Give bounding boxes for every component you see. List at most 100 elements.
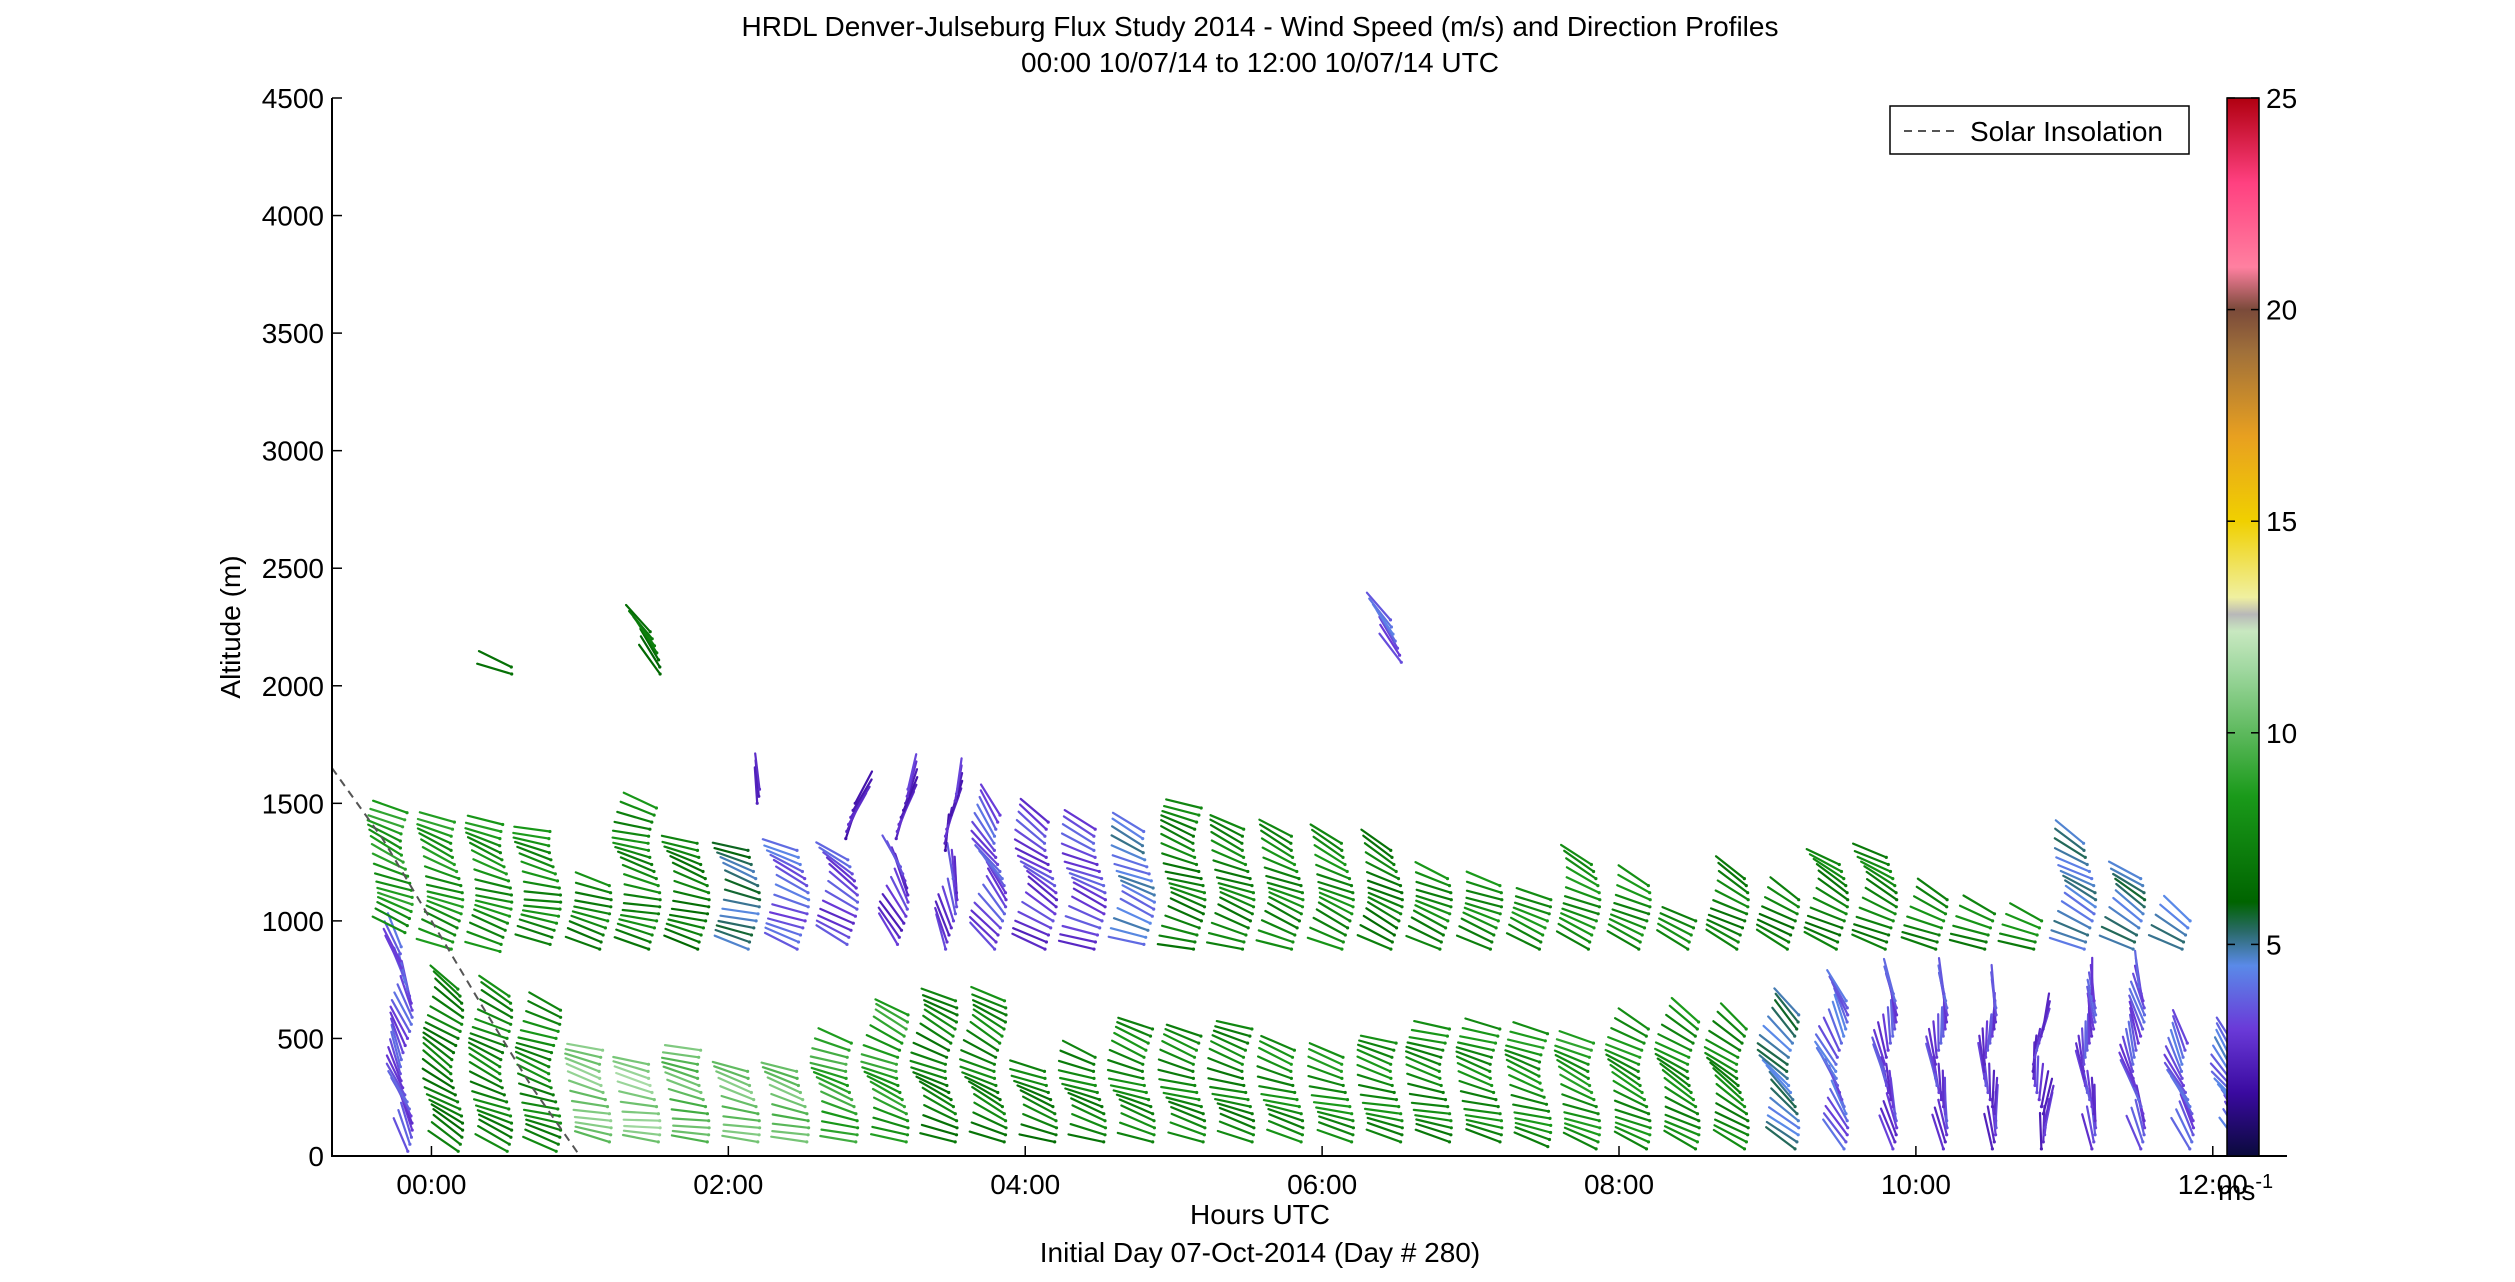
wind-barb	[872, 1106, 909, 1122]
x-tick-label: 00:00	[396, 1169, 466, 1200]
wind-barb	[1415, 1122, 1453, 1136]
wind-barb-base	[1596, 1140, 1600, 1144]
wind-barb-base	[1695, 1112, 1700, 1116]
wind-barb-base	[1445, 877, 1450, 881]
wind-barb	[1925, 1035, 1937, 1073]
wind-barb-base	[1646, 1027, 1650, 1031]
wind-barb-base	[403, 867, 407, 871]
wind-barb-base	[906, 1126, 910, 1130]
wind-barb	[2081, 1113, 2093, 1151]
wind-barb-base	[2094, 898, 2098, 902]
wind-barb-base	[695, 1062, 700, 1066]
wind-barb-base	[549, 1051, 554, 1055]
wind-barb	[819, 907, 855, 925]
wind-barb	[1021, 900, 1055, 923]
wind-barb-base	[1399, 1112, 1403, 1116]
wind-barb-base	[1935, 940, 1939, 944]
wind-barb-base	[2082, 1076, 2086, 1080]
wind-barb	[1266, 881, 1304, 894]
wind-barb-base	[650, 637, 654, 641]
wind-barb	[522, 1019, 560, 1033]
wind-barb-base	[1986, 1090, 1990, 1095]
wind-barb	[1309, 823, 1343, 845]
wind-barb-base	[848, 865, 852, 869]
wind-barb-base	[1004, 898, 1008, 902]
wind-barb	[1559, 843, 1593, 866]
wind-barb	[1716, 879, 1750, 901]
wind-barb	[1363, 1107, 1402, 1115]
wind-barb-base	[1191, 947, 1196, 951]
wind-barb	[923, 999, 959, 1017]
wind-barb	[1414, 871, 1451, 887]
wind-barb-base	[650, 862, 654, 867]
wind-barb-base	[648, 630, 652, 634]
wind-barb-base	[461, 1128, 465, 1132]
wind-barb-base	[1592, 869, 1596, 874]
wind-barb-base	[1693, 1034, 1697, 1038]
wind-barb	[828, 870, 859, 897]
wind-barb	[369, 834, 403, 857]
wind-barb	[822, 851, 854, 876]
wind-barb	[1119, 897, 1154, 918]
wind-barb	[763, 931, 799, 951]
wind-barb	[1563, 1126, 1600, 1144]
wind-barb	[1359, 1034, 1398, 1045]
wind-barb-base	[502, 865, 506, 869]
wind-barb-base	[1250, 1140, 1254, 1144]
wind-barb	[1456, 1061, 1492, 1080]
wind-barb-base	[1490, 940, 1494, 944]
wind-barb	[1815, 886, 1849, 908]
wind-barb	[1817, 869, 1849, 894]
wind-barb	[527, 1000, 562, 1019]
wind-barb	[572, 1108, 611, 1115]
wind-barb-base	[547, 851, 552, 855]
wind-barb-base	[905, 907, 909, 911]
wind-barb	[1709, 907, 1746, 923]
wind-barb-base	[2188, 919, 2192, 923]
wind-barb-base	[1345, 1098, 1350, 1102]
wind-barb-base	[1588, 940, 1592, 944]
wind-barb-base	[894, 837, 898, 841]
wind-barb	[465, 831, 501, 847]
wind-barb	[663, 845, 700, 859]
wind-barb	[1308, 1042, 1345, 1059]
wind-barb	[416, 827, 452, 845]
wind-barb	[518, 852, 555, 868]
wind-barb-base	[1943, 1140, 1947, 1144]
wind-barb	[2147, 933, 2184, 951]
wind-barb-base	[754, 877, 758, 881]
wind-barb-base	[509, 1121, 514, 1125]
wind-barb	[1218, 1106, 1255, 1122]
wind-barb	[474, 903, 511, 918]
wind-barb	[1170, 891, 1206, 908]
wind-barb	[1607, 1058, 1640, 1080]
wind-barb-base	[1689, 1090, 1693, 1095]
wind-barb-base	[949, 926, 953, 930]
wind-barb-base	[648, 1083, 652, 1088]
wind-barb	[2085, 1105, 2095, 1144]
wind-barb	[1514, 1126, 1551, 1141]
wind-barb-base	[2142, 1119, 2146, 1123]
wind-barb-base	[894, 1062, 899, 1066]
wind-barb-base	[2082, 947, 2086, 951]
wind-barb	[1663, 1125, 1699, 1144]
wind-barb	[1554, 1044, 1591, 1059]
wind-barb	[1511, 911, 1547, 930]
wind-barb	[660, 1056, 699, 1066]
wind-barb-base	[945, 1055, 949, 1059]
wind-barb	[869, 1133, 908, 1144]
wind-barb-base	[407, 916, 411, 921]
wind-barb-base	[1496, 919, 1500, 923]
wind-barb	[1856, 855, 1892, 873]
wind-barb	[1211, 1092, 1250, 1101]
wind-barb	[1613, 1089, 1648, 1108]
wind-barb-base	[1350, 1140, 1354, 1144]
wind-barb	[2128, 1000, 2142, 1038]
wind-barb	[919, 1132, 957, 1144]
wind-barb	[1853, 849, 1890, 866]
wind-barb	[874, 998, 910, 1017]
wind-barb-base	[699, 862, 703, 867]
wind-barb	[1557, 1065, 1591, 1087]
wind-barb-base	[757, 891, 761, 895]
wind-barb-base	[1687, 1055, 1691, 1059]
